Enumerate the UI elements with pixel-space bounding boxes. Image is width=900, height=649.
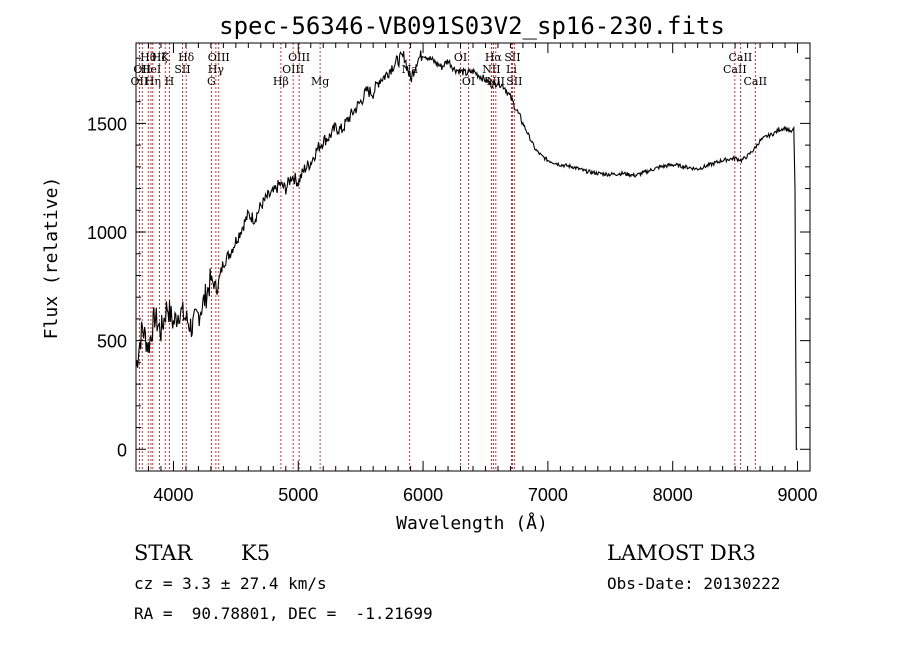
redshift-info: cz = 3.3 ± 27.4 km/s: [134, 574, 327, 593]
chart-title: spec-56346-VB091S03V2_sp16-230.fits: [219, 12, 725, 40]
line-label: Mg: [311, 75, 329, 88]
line-label: SII: [506, 75, 522, 88]
line-label: H: [165, 75, 175, 88]
x-axis-label: Wavelength (Å): [396, 512, 548, 534]
line-label: OII: [131, 75, 149, 88]
line-label: CaII: [743, 75, 767, 88]
line-label: K: [161, 51, 170, 64]
object-subclass: K5: [241, 541, 271, 565]
line-label: Hη: [145, 75, 161, 88]
survey-label: LAMOST DR3: [607, 541, 756, 565]
observation-date: Obs-Date: 20130222: [607, 574, 781, 593]
line-label: OIII: [288, 51, 310, 64]
y-axis-label: Flux (relative): [41, 177, 62, 340]
y-tick-label: 1000: [87, 223, 127, 243]
y-tick-label: 500: [97, 332, 127, 352]
line-label: SII: [174, 63, 190, 76]
x-tick-label: 8000: [653, 485, 693, 505]
line-label: OI: [462, 75, 475, 88]
line-label: OII: [133, 63, 151, 76]
line-label: Li: [506, 63, 517, 76]
line-label: OIII: [208, 51, 230, 64]
x-tick-label: 4000: [153, 485, 193, 505]
x-axis: 4000 5000 6000 7000 8000 9000: [135, 43, 818, 505]
line-label: Hδ: [178, 51, 195, 64]
line-label: Hα: [485, 51, 503, 64]
line-label: CaII: [729, 51, 753, 64]
line-label: Hζ: [152, 51, 168, 64]
coordinates: RA = 90.78801, DEC = -1.21699: [134, 604, 433, 623]
spectrum-line: [135, 50, 798, 450]
y-tick-label: 0: [117, 440, 127, 460]
y-axis: 0 500 1000 1500: [87, 57, 810, 460]
x-tick-label: 5000: [278, 485, 318, 505]
spectral-line-markers: OIIOIIHθHeIHηHζKHSIIHδGHγOIIIHβOIIIOIIIM…: [131, 43, 767, 471]
line-label: OI: [454, 51, 467, 64]
x-tick-label: 6000: [403, 485, 443, 505]
line-label: G: [207, 75, 216, 88]
x-tick-label: 7000: [528, 485, 568, 505]
line-label: OIII: [282, 63, 304, 76]
y-tick-label: 1500: [87, 114, 127, 134]
line-label: HeI: [141, 63, 161, 76]
line-label: NII: [487, 75, 505, 88]
line-label: SII: [504, 51, 520, 64]
line-label: Hγ: [208, 63, 225, 76]
x-tick-label: 9000: [777, 485, 817, 505]
object-class: STAR: [134, 541, 193, 565]
line-label: Hβ: [273, 75, 289, 88]
line-label: CaII: [723, 63, 747, 76]
plot-frame: [135, 42, 811, 472]
